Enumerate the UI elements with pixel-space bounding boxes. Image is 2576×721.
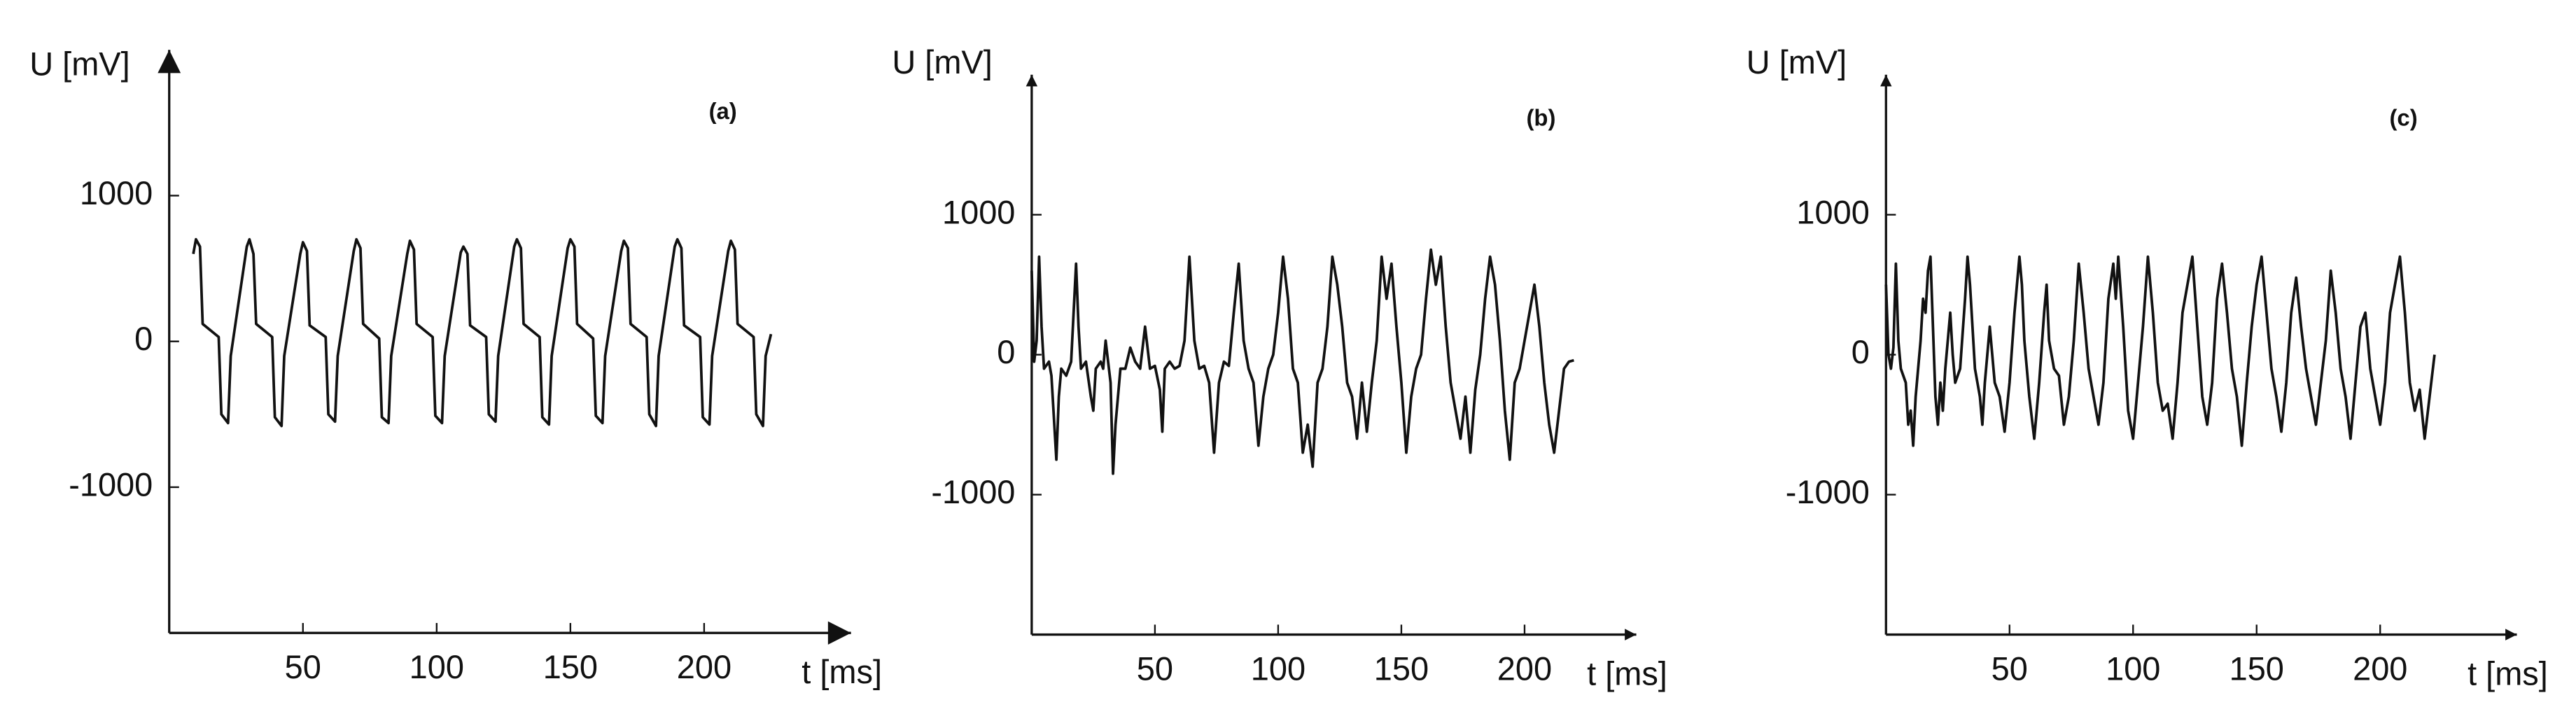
x-tick-label: 100	[1251, 650, 1306, 687]
signal-line	[1030, 248, 1574, 475]
x-tick-label: 150	[2230, 650, 2284, 687]
y-tick-label: -1000	[931, 474, 1015, 511]
y-tick-label: 1000	[942, 194, 1015, 231]
y-tick-label: 0	[997, 334, 1015, 371]
x-arrow	[2505, 629, 2517, 640]
x-axis-label: t [ms]	[802, 654, 882, 691]
x-tick-label: 200	[677, 649, 732, 686]
x-axis-label: t [ms]	[1587, 655, 1667, 692]
y-tick-label: -1000	[69, 466, 153, 503]
signal-line	[1884, 255, 2436, 447]
x-tick-label: 200	[1497, 650, 1552, 687]
x-tick-label: 50	[1137, 650, 1173, 687]
panel-title: (b)	[1526, 105, 1555, 131]
x-arrow	[827, 621, 851, 645]
x-tick-label: 200	[2353, 650, 2407, 687]
y-arrow	[158, 50, 181, 74]
panel-title: (a)	[709, 99, 737, 125]
x-tick-label: 100	[410, 649, 464, 686]
y-axis-label: U [mV]	[892, 44, 992, 81]
x-tick-label: 150	[1374, 650, 1429, 687]
x-tick-label: 150	[543, 649, 598, 686]
y-axis-label: U [mV]	[29, 46, 130, 83]
y-axis-label: U [mV]	[1746, 44, 1847, 81]
x-tick-label: 50	[1991, 650, 2028, 687]
x-axis-label: t [ms]	[2468, 655, 2548, 692]
signal-line	[192, 238, 773, 428]
x-tick-label: 100	[2106, 650, 2160, 687]
y-arrow	[1026, 74, 1038, 87]
panel-title: (c)	[2389, 105, 2417, 131]
y-tick-label: -1000	[1786, 474, 1870, 511]
y-tick-label: 1000	[80, 175, 153, 212]
y-tick-label: 1000	[1796, 194, 1869, 231]
x-arrow	[1625, 629, 1637, 640]
y-tick-label: 0	[134, 321, 153, 358]
x-tick-label: 50	[285, 649, 321, 686]
y-tick-label: 0	[1851, 334, 1870, 371]
y-arrow	[1880, 74, 1892, 87]
